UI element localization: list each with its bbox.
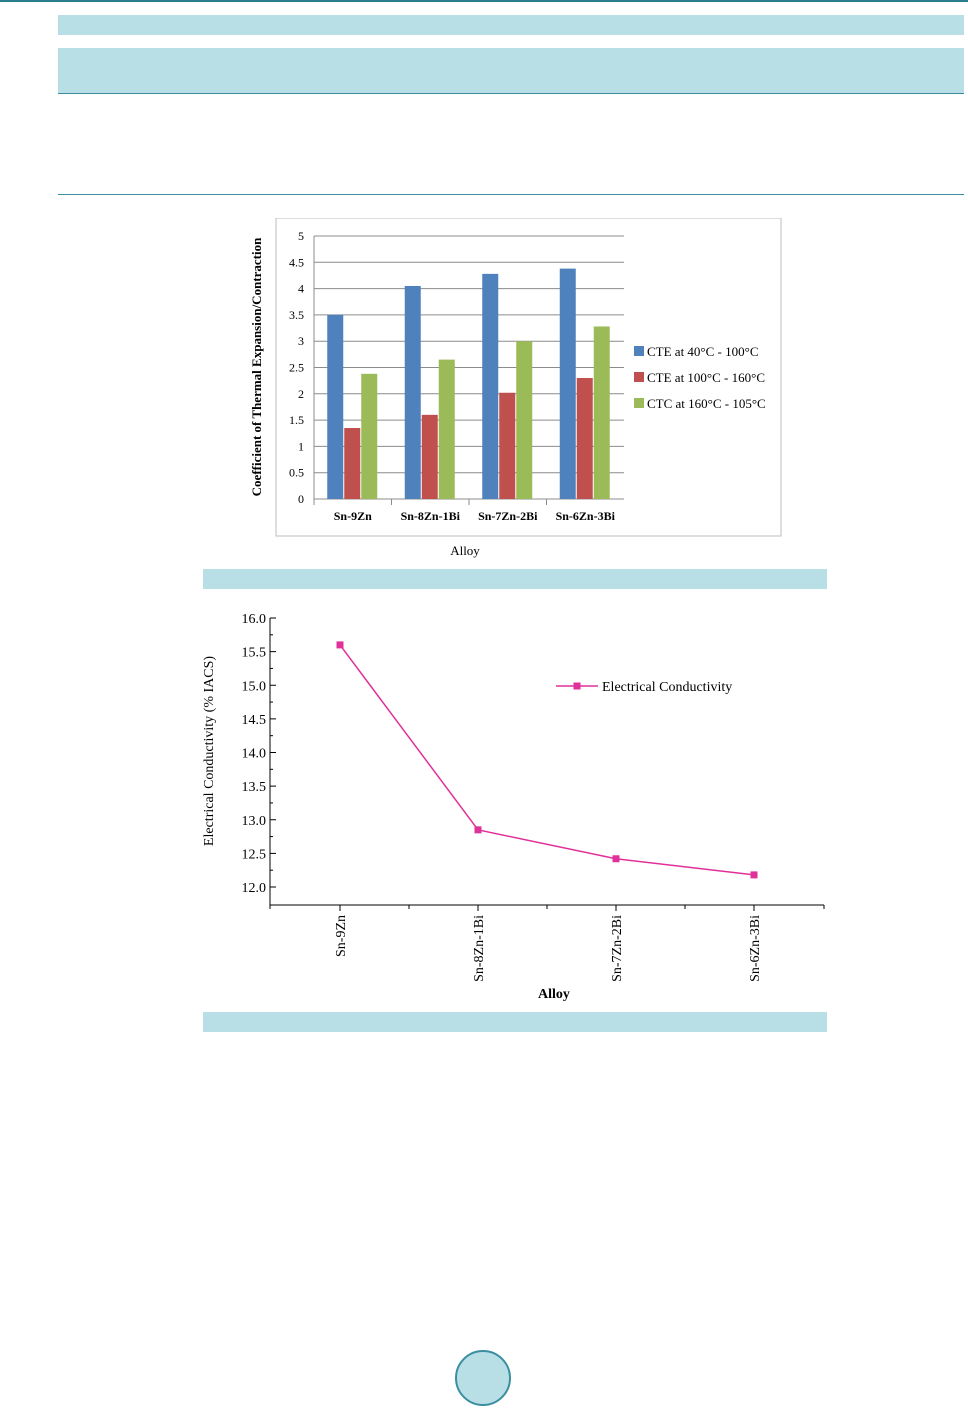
table-header-band <box>58 48 964 93</box>
y-tick-label: 12.5 <box>242 847 267 862</box>
data-point-marker <box>612 855 620 863</box>
figure-caption-band-1 <box>203 569 827 589</box>
x-tick-label: Sn-7Zn-2Bi <box>610 915 625 982</box>
legend-label: CTE at 40°C - 100°C <box>647 344 759 359</box>
cte-bar-chart-svg: 0 0.5 1 1.5 2 2.5 3 3.5 4 4.5 5 Sn-9Zn Sn-8Zn-1Bi Sn… <box>249 217 782 558</box>
x-tick-label: Sn-8Zn-1Bi <box>472 915 487 982</box>
y-tick-label: 5 <box>298 229 304 243</box>
y-tick-label: 16.0 <box>242 612 267 627</box>
figure-caption-band-2 <box>203 1012 827 1032</box>
bar <box>499 392 516 499</box>
y-tick-label: 1.5 <box>289 413 304 427</box>
y-tick-label: 2 <box>298 387 304 401</box>
y-tick-label: 14.5 <box>242 713 267 728</box>
cte-bar-chart: 0 0.5 1 1.5 2 2.5 3 3.5 4 4.5 5 Sn-9Zn Sn-8Zn-1Bi Sn… <box>246 217 782 565</box>
y-tick-label: 4 <box>298 282 304 296</box>
x-tick-label: Sn-8Zn-1Bi <box>401 509 461 523</box>
bar <box>516 341 533 499</box>
y-tick-label: 3 <box>298 334 304 348</box>
y-tick-label: 0 <box>298 492 304 506</box>
legend-swatch <box>634 398 644 408</box>
legend-label: Electrical Conductivity <box>602 680 732 695</box>
legend-swatch <box>634 372 644 382</box>
y-tick-label: 13.0 <box>242 814 267 829</box>
bar <box>593 326 610 499</box>
x-tick-label: Sn-6Zn-3Bi <box>748 915 763 982</box>
page-top-rule <box>0 0 968 2</box>
x-axis-label: Alloy <box>450 543 480 558</box>
y-tick-label: 15.5 <box>242 646 267 661</box>
y-tick-label: 2.5 <box>289 361 304 375</box>
x-tick-label: Sn-6Zn-3Bi <box>556 509 616 523</box>
conductivity-line-chart: 12.0 12.5 13.0 13.5 14.0 14.5 15.0 15.5 16.0 Sn-… <box>200 605 828 1010</box>
y-tick-label: 14.0 <box>242 747 267 762</box>
y-tick-label: 15.0 <box>242 679 267 694</box>
bar <box>559 268 576 499</box>
y-tick-label: 13.5 <box>242 780 267 795</box>
page-number-badge <box>455 1350 511 1406</box>
table-header-rule <box>58 93 964 94</box>
legend-label: CTE at 100°C - 160°C <box>647 370 765 385</box>
data-point-marker <box>336 641 344 649</box>
y-tick-label: 12.0 <box>242 881 267 896</box>
y-tick-label: 4.5 <box>289 255 304 269</box>
legend-marker <box>573 682 581 690</box>
bar <box>327 314 344 499</box>
x-tick-label: Sn-9Zn <box>334 509 372 523</box>
bar <box>404 285 421 499</box>
legend-label: CTC at 160°C - 105°C <box>647 396 766 411</box>
y-axis-label: Electrical Conductivity (% IACS) <box>202 656 217 846</box>
x-tick-label: Sn-9Zn <box>334 915 349 957</box>
x-axis-label: Alloy <box>538 987 570 1002</box>
y-tick-label: 0.5 <box>289 466 304 480</box>
bar <box>438 359 455 499</box>
header-band <box>58 15 964 35</box>
x-tick-label: Sn-7Zn-2Bi <box>478 509 538 523</box>
bar <box>344 427 361 499</box>
bar <box>421 414 438 499</box>
series-line <box>339 644 755 876</box>
bar <box>361 373 378 499</box>
bar <box>576 378 593 499</box>
bar <box>482 273 499 499</box>
y-tick-label: 3.5 <box>289 308 304 322</box>
data-point-marker <box>474 826 482 834</box>
data-point-marker <box>750 871 758 879</box>
conductivity-line-chart-svg: 12.0 12.5 13.0 13.5 14.0 14.5 15.0 15.5 16.0 Sn-… <box>202 612 825 1002</box>
y-tick-label: 1 <box>298 439 304 453</box>
legend-swatch <box>634 346 644 356</box>
y-axis-label: Coefficient of Thermal Expansion/Contrac… <box>249 237 264 496</box>
table-bottom-rule <box>58 194 964 195</box>
